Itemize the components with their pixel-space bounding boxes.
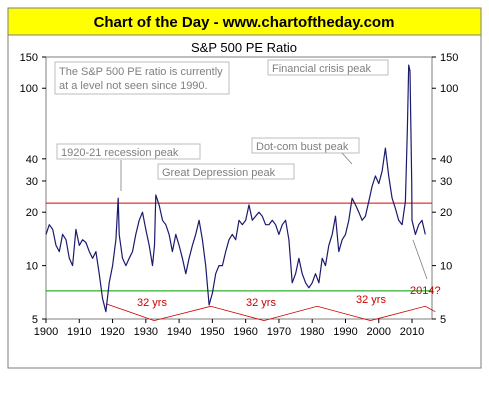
x-tick-label: 1950 [200, 326, 224, 338]
intro-note-line-2: at a level not seen since 1990. [59, 80, 208, 92]
y-tick-label-left: 10 [26, 261, 38, 273]
reference-lines [46, 202, 432, 292]
cycle-label-1: 32 yrs [137, 297, 167, 309]
future-pointer [412, 239, 428, 280]
x-tick-label: 1910 [67, 326, 91, 338]
dotcom-label-box [251, 137, 360, 154]
y-axis-right: 5 10 20 30 40 100 150 [432, 52, 458, 326]
cycle-label-3: 32 yrs [356, 294, 386, 306]
y-tick-label-left: 30 [26, 176, 38, 188]
dotcom-pointer [341, 152, 353, 165]
y-tick-label-right: 40 [440, 154, 452, 166]
y-tick-label-left: 150 [20, 52, 38, 64]
x-tick-label: 2000 [367, 326, 391, 338]
y-tick-label-left: 100 [20, 83, 38, 95]
y-tick-label-right: 20 [440, 207, 452, 219]
y-tick-label-right: 150 [440, 52, 458, 64]
y-tick-label-left: 20 [26, 207, 38, 219]
series-layer [45, 64, 426, 313]
recession-1920-label: 1920-21 recession peak [61, 147, 179, 159]
recession-1920-label-box [56, 143, 201, 160]
great-depression-label-box [157, 163, 295, 180]
pe-ratio-line [45, 64, 426, 313]
cycle-zigzag [105, 303, 436, 322]
x-tick-label: 1980 [300, 326, 324, 338]
intro-note-box [54, 61, 230, 95]
financial-crisis-label-box [267, 59, 389, 76]
x-tick-label: 1940 [167, 326, 191, 338]
cycle-label-2: 32 yrs [246, 297, 276, 309]
future-label: 2014? [410, 285, 441, 297]
intro-note-line-1: The S&P 500 PE ratio is currently [59, 66, 223, 78]
y-tick-label-left: 40 [26, 154, 38, 166]
y-tick-label-right: 100 [440, 83, 458, 95]
banner-text: Chart of the Day - www.chartoftheday.com [94, 14, 395, 31]
great-depression-label: Great Depression peak [162, 167, 276, 179]
x-tick-label: 1920 [100, 326, 124, 338]
financial-crisis-label: Financial crisis peak [272, 63, 372, 75]
x-tick-label: 1930 [134, 326, 158, 338]
y-tick-label-right: 10 [440, 261, 452, 273]
x-tick-label: 1970 [267, 326, 291, 338]
dotcom-label: Dot-com bust peak [256, 141, 349, 153]
y-tick-label-right: 30 [440, 176, 452, 188]
banner-background [7, 7, 482, 36]
y-tick-label-left: 5 [32, 314, 38, 326]
y-tick-label-right: 5 [440, 314, 446, 326]
x-axis: 1900 1910 1920 1930 1940 1950 1960 1970 1980 1990… [34, 319, 424, 338]
y-axis-left: 5 10 20 30 40 100 150 [20, 52, 46, 326]
x-tick-label: 1900 [34, 326, 58, 338]
x-tick-label: 2010 [400, 326, 424, 338]
x-tick-label: 1990 [333, 326, 357, 338]
x-tick-label: 1960 [233, 326, 257, 338]
cycle-zigzag-path [105, 303, 436, 322]
plot-area [45, 56, 433, 320]
chart-title: S&P 500 PE Ratio [191, 40, 297, 55]
